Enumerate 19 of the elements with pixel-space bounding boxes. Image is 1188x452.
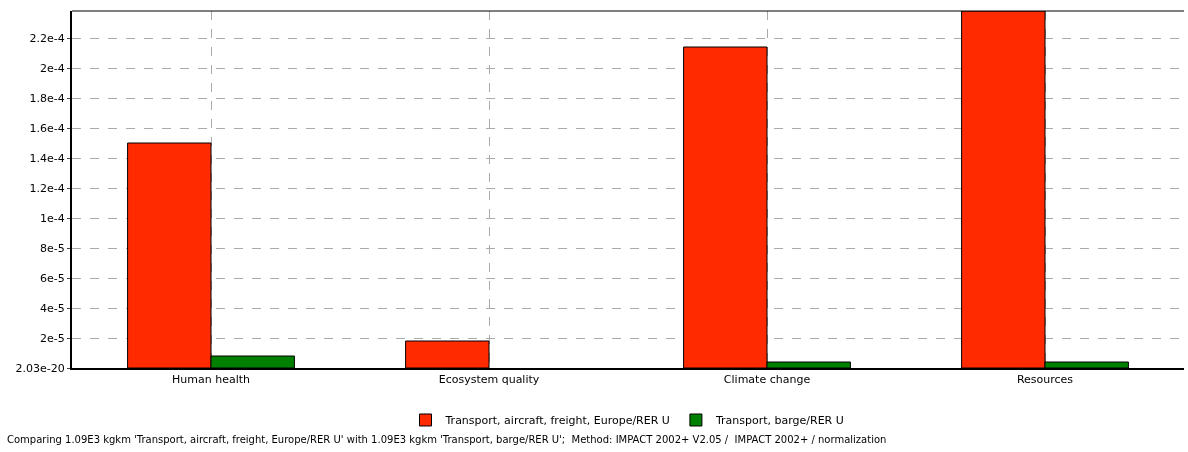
x-tick-label: Climate change	[723, 373, 811, 387]
x-tick-label: Resources	[1016, 373, 1074, 387]
x-tick-label: Ecosystem quality	[438, 373, 540, 387]
legend-label: Transport, aircraft, freight, Europe/RER U	[444, 414, 670, 428]
y-tick-label: 2e-4	[40, 61, 65, 75]
y-tick-label: 2e-5	[40, 331, 65, 345]
text: Comparing 1.09E3 kgkm 'Transport, aircraft, freight, Europe/RER U' with 1.09E3 kgkm 'Transport, barge/RER U'; Method: IMPACT 2002+ V2.05 / IMPACT 2002+ / normalization	[7, 434, 887, 445]
y-tick-label: 4e-5	[40, 301, 65, 315]
y-tick-label: 1.4e-4	[29, 151, 65, 165]
y-tick-label: 1.6e-4	[29, 121, 65, 135]
y-tick-label: 2.03e-20	[15, 361, 65, 375]
y-tick-label: 6e-5	[40, 271, 65, 285]
y-tick-label: 1.8e-4	[29, 91, 65, 105]
y-tick-label: 8e-5	[40, 241, 65, 255]
y-tick-label: 1e-4	[40, 211, 65, 225]
y-tick-label: 1.2e-4	[29, 181, 65, 195]
legend-label: Transport, barge/RER U	[714, 414, 844, 428]
y-tick-label: 2.2e-4	[29, 31, 65, 45]
x-tick-label: Human health	[172, 373, 251, 387]
